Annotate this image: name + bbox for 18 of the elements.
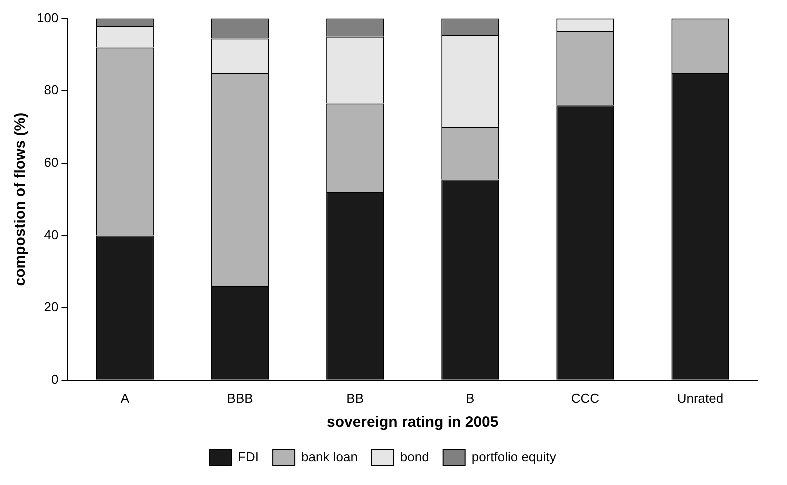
legend-label: portfolio equity <box>472 450 557 465</box>
y-tick-label: 60 <box>44 155 59 170</box>
x-tick-label: A <box>120 390 130 406</box>
x-tick-label: Unrated <box>677 390 724 406</box>
legend-label: bank loan <box>302 450 358 465</box>
y-tick-label: 0 <box>51 372 59 387</box>
x-tick-label: CCC <box>571 390 600 406</box>
x-tick-label: BB <box>346 390 364 406</box>
x-tick-label: BBB <box>227 390 254 406</box>
y-tick-label: 100 <box>36 10 59 26</box>
y-tick-label: 80 <box>44 82 59 98</box>
x-tick-label: B <box>466 390 475 406</box>
y-axis-title: compostion of flows (%) <box>12 112 30 286</box>
y-tick-label: 40 <box>44 227 59 242</box>
y-tick-label: 20 <box>44 300 59 315</box>
x-axis-title: sovereign rating in 2005 <box>326 414 499 432</box>
legend-label: FDI <box>238 450 260 465</box>
legend-label: bond <box>400 450 430 465</box>
